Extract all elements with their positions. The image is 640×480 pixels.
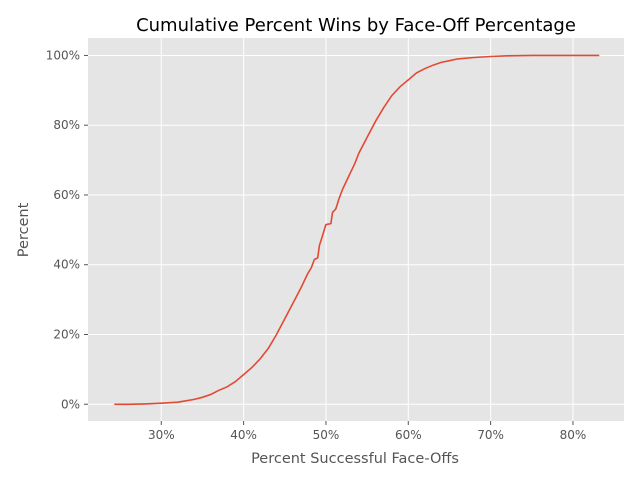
y-tick-label: 20% — [53, 327, 80, 341]
x-tick-label: 50% — [313, 428, 340, 442]
series-line — [114, 54, 600, 406]
y-axis-ticks: 0% 20% 40% 60% 80% 100% — [46, 48, 88, 411]
y-axis-label: Percent — [16, 202, 32, 257]
x-axis-label: Percent Successful Face-Offs — [251, 451, 459, 467]
y-tick-label: 60% — [53, 188, 80, 202]
x-tick-label: 30% — [148, 428, 175, 442]
y-tick-label: 100% — [46, 48, 80, 62]
grid-lines — [88, 38, 624, 421]
y-tick-label: 40% — [53, 258, 80, 272]
y-tick-label: 0% — [61, 397, 80, 411]
x-tick-label: 60% — [395, 428, 422, 442]
x-tick-label: 70% — [477, 428, 504, 442]
x-axis-ticks: 30% 40% 50% 60% 70% 80% — [148, 421, 586, 442]
y-tick-label: 80% — [53, 118, 80, 132]
x-tick-label: 40% — [230, 428, 257, 442]
chart-title: Cumulative Percent Wins by Face-Off Perc… — [136, 15, 576, 36]
plot-background — [88, 38, 624, 421]
x-tick-label: 80% — [560, 428, 587, 442]
